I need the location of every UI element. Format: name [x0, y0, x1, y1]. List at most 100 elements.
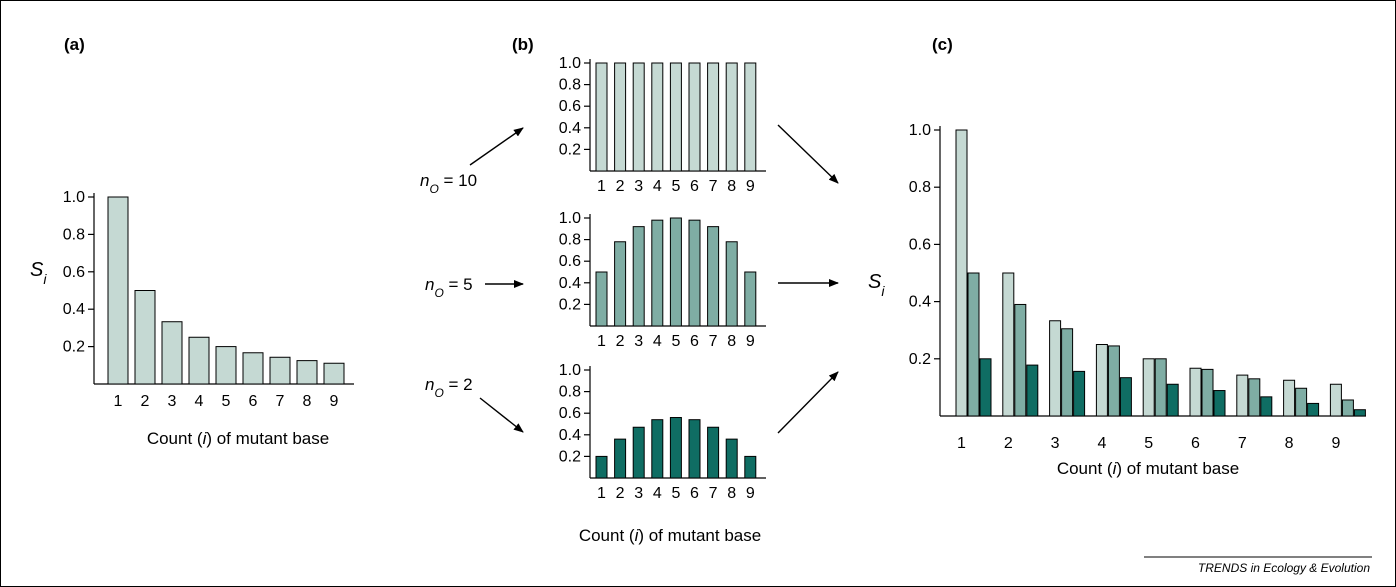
- panel-c-xlabel: Count (i) of mutant base: [1057, 459, 1239, 478]
- panel-b2-y-tick-label: 0.6: [559, 253, 581, 270]
- panel-b1-x-tick-label: 2: [616, 178, 625, 195]
- panel-c-bar: [1341, 399, 1354, 417]
- panel-b2-x-tick-label: 6: [690, 333, 699, 350]
- credit-text: TRENDS in Ecology & Evolution: [1198, 561, 1370, 575]
- panel-b3-y-tick-label: 0.4: [559, 427, 581, 444]
- series-label-n2: nO = 2: [425, 375, 473, 400]
- panel-c-bar: [1119, 377, 1132, 417]
- panel-b1-x-tick-label: 5: [671, 178, 680, 195]
- panel-b1-x-tick-label: 4: [653, 178, 662, 195]
- panel-b3-bar: [614, 438, 627, 479]
- panel-b2-y-tick-label: 0.8: [559, 232, 581, 249]
- panel-label-a: (a): [64, 35, 85, 54]
- panel-b3-bar: [651, 419, 664, 479]
- panel-b1-y-tick-label: 0.6: [559, 98, 581, 115]
- panel-b1-x-tick-label: 7: [709, 178, 718, 195]
- panel-label-c: (c): [932, 35, 953, 54]
- panel-b2-bar: [669, 217, 682, 327]
- panel-b3-x-tick-label: 5: [671, 485, 680, 502]
- panel-b3-bar: [688, 419, 701, 479]
- panel-c-x-tick-label: 8: [1285, 435, 1294, 452]
- panel-a-y-tick-label: 1.0: [63, 189, 85, 206]
- panel-a-y-tick-label: 0.2: [63, 339, 85, 356]
- panel-b-xlabel: Count (i) of mutant base: [579, 526, 761, 545]
- panel-b3-bar: [744, 455, 757, 479]
- panel-c-bar: [1107, 345, 1120, 417]
- arrow-n2-to-b: [479, 397, 524, 433]
- panel-c-bar: [1248, 378, 1261, 417]
- panel-b2-x-tick-label: 1: [597, 333, 606, 350]
- panel-b1-bar: [707, 62, 720, 172]
- panel-c-bar: [1166, 383, 1179, 417]
- panel-b1-bar: [614, 62, 627, 172]
- panel-b2-x-tick-label: 5: [671, 333, 680, 350]
- panel-c-y-tick-label: 0.2: [909, 351, 931, 368]
- panel-b2-bar: [614, 241, 627, 327]
- panel-b3-bar: [632, 426, 645, 479]
- panel-c-x-tick-label: 7: [1238, 435, 1247, 452]
- panel-b3-x-tick-label: 6: [690, 485, 699, 502]
- panel-a-bar: [107, 196, 129, 385]
- panel-a-bar: [323, 362, 345, 385]
- panel-b2-y-tick-label: 0.4: [559, 275, 581, 292]
- panel-b2-x-tick-label: 8: [727, 333, 736, 350]
- panel-c-bar: [1307, 402, 1320, 417]
- arrow-b-bottom-to-c: [777, 371, 839, 434]
- panel-c-bar: [979, 358, 992, 417]
- panel-b2-x-tick-label: 2: [616, 333, 625, 350]
- panel-a-bar: [242, 352, 264, 385]
- panel-c-bar: [1142, 358, 1155, 417]
- panel-a-bar: [296, 360, 318, 385]
- panel-a-x-tick-label: 9: [330, 393, 339, 410]
- panel-b3-x-tick-label: 1: [597, 485, 606, 502]
- arrow-b-top-to-c: [777, 124, 839, 184]
- panel-b1-bar: [632, 62, 645, 172]
- panel-b3-y-tick-label: 0.8: [559, 384, 581, 401]
- panel-b3-y-tick-label: 1.0: [559, 362, 581, 379]
- panel-a-x-tick-label: 2: [141, 393, 150, 410]
- panel-b1-bar: [669, 62, 682, 172]
- panel-b3-x-tick-label: 9: [746, 485, 755, 502]
- panel-b3-y-tick-label: 0.2: [559, 448, 581, 465]
- panel-b3-bar: [725, 438, 738, 479]
- panel-a-x-tick-label: 6: [249, 393, 258, 410]
- panel-b1-x-tick-label: 8: [727, 178, 736, 195]
- panel-c-x-tick-label: 2: [1004, 435, 1013, 452]
- panel-b2-bar: [707, 226, 720, 327]
- panel-a-y-tick-label: 0.6: [63, 264, 85, 281]
- panel-a-bar: [269, 356, 291, 385]
- panel-c-x-tick-label: 5: [1144, 435, 1153, 452]
- panel-c-bar: [1073, 370, 1086, 417]
- panel-b-chart-middle: 0.2 0.4 0.6 0.8 1.0 1 2 3 4 5 6 7 8 9: [559, 210, 766, 350]
- panel-a-bar: [188, 336, 210, 385]
- panel-c-bar: [1329, 383, 1342, 417]
- panel-b-chart-top: 0.2 0.4 0.6 0.8 1.0 1 2 3 4 5 6 7 8 9: [559, 55, 766, 195]
- panel-b3-x-tick-label: 2: [616, 485, 625, 502]
- panel-b1-x-tick-label: 3: [634, 178, 643, 195]
- panel-b3-x-tick-label: 7: [709, 485, 718, 502]
- panel-a-xlabel: Count (i) of mutant base: [147, 429, 329, 448]
- panel-a-x-tick-label: 4: [195, 393, 204, 410]
- panel-b2-bar: [744, 271, 757, 327]
- panel-a-x-tick-label: 1: [114, 393, 123, 410]
- panel-a-x-tick-label: 8: [303, 393, 312, 410]
- panel-b2-bar: [688, 219, 701, 327]
- panel-a-y-tick-label: 0.4: [63, 301, 85, 318]
- panel-b1-y-tick-label: 0.4: [559, 120, 581, 137]
- panel-b3-y-tick-label: 0.6: [559, 405, 581, 422]
- panel-b1-bar: [688, 62, 701, 172]
- panel-b1-x-tick-label: 6: [690, 178, 699, 195]
- panel-c-bar: [1213, 390, 1226, 417]
- panel-c-y-tick-label: 0.8: [909, 179, 931, 196]
- panel-b2-bar: [595, 271, 608, 327]
- panel-b1-bar: [744, 62, 757, 172]
- series-label-n5: nO = 5: [425, 275, 473, 300]
- panel-c-bar: [1026, 364, 1039, 417]
- panel-c-bar: [1353, 409, 1366, 417]
- panel-label-b: (b): [512, 35, 534, 54]
- panel-c-bar: [1260, 396, 1273, 417]
- panel-c-bar: [1095, 344, 1108, 417]
- panel-c-y-tick-label: 0.4: [909, 294, 931, 311]
- panel-a-chart: 0.2 0.4 0.6 0.8 1.0 1 2 3 4 5 6 7 8 9: [63, 189, 354, 410]
